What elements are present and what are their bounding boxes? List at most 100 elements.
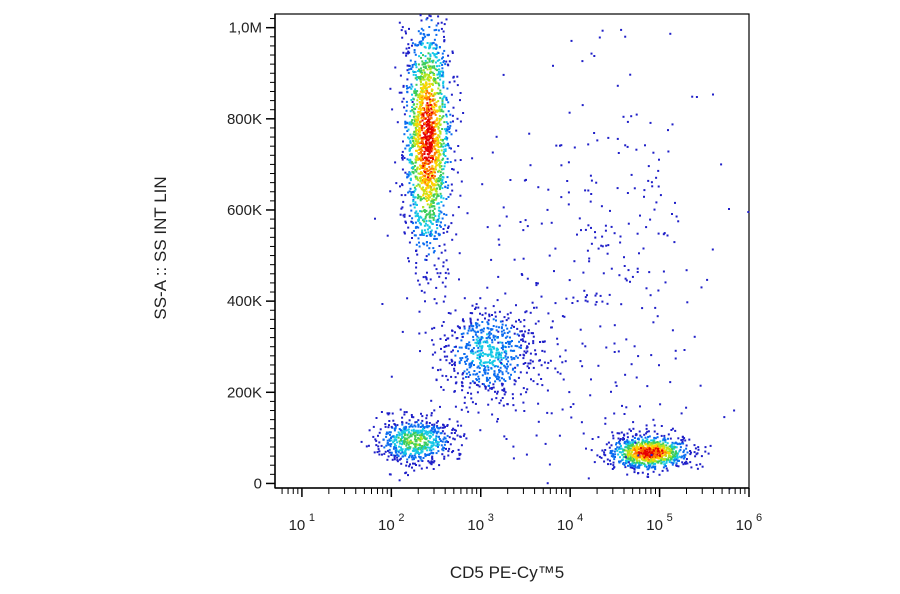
event-dot [484, 353, 487, 356]
x-tick-label: 10 [557, 517, 574, 534]
event-dot [409, 446, 412, 449]
event-dot [528, 132, 531, 135]
event-dot [414, 94, 417, 97]
event-dot [442, 151, 445, 154]
event-dot [502, 357, 505, 359]
event-dot [486, 354, 489, 357]
event-dot [444, 181, 447, 183]
event-dot [440, 70, 442, 73]
event-dot [602, 272, 605, 275]
event-dot [532, 366, 535, 369]
event-dot [419, 440, 422, 443]
event-dot [506, 313, 509, 316]
event-dot [428, 165, 431, 168]
event-dot [704, 450, 707, 453]
event-dot [644, 436, 647, 439]
event-dot [420, 69, 423, 72]
event-dot [462, 372, 465, 375]
event-dot [509, 340, 512, 343]
event-dot [501, 363, 504, 366]
event-dot [638, 252, 640, 255]
event-dot [442, 157, 445, 160]
event-dot [648, 466, 651, 469]
event-dot [536, 282, 539, 285]
event-dot [423, 189, 426, 192]
event-dot [497, 355, 500, 358]
event-dot [630, 458, 633, 460]
event-dot [655, 176, 658, 179]
event-dot [468, 371, 471, 374]
event-dot [639, 443, 642, 446]
event-dot [635, 453, 638, 455]
event-dot [393, 438, 396, 441]
event-dot [499, 320, 502, 323]
event-dot [428, 124, 431, 127]
event-dot [682, 442, 685, 445]
event-dot [483, 353, 486, 356]
event-dot [428, 181, 430, 184]
event-dot [489, 353, 492, 356]
event-dot [626, 436, 629, 439]
event-dot [646, 456, 649, 459]
event-dot [492, 364, 495, 367]
event-dot [441, 101, 444, 104]
event-dot [425, 104, 428, 107]
event-dot [653, 424, 656, 427]
event-dot [439, 337, 442, 340]
event-dot [650, 181, 653, 184]
event-dot [637, 355, 640, 358]
event-dot [418, 452, 421, 455]
event-dot [500, 356, 503, 359]
event-dot [488, 345, 490, 348]
event-dot [522, 340, 525, 343]
event-dot [507, 345, 510, 348]
event-dot [402, 200, 405, 203]
event-dot [410, 429, 413, 432]
event-dot [432, 106, 435, 109]
event-dot [620, 447, 623, 450]
event-dot [559, 355, 562, 358]
event-dot [431, 233, 434, 236]
event-dot [415, 184, 418, 187]
event-dot [661, 439, 664, 442]
event-dot [445, 121, 448, 124]
event-dot [411, 415, 413, 418]
event-dot [651, 185, 654, 188]
event-dot [412, 141, 415, 144]
event-dot [409, 439, 412, 442]
event-dot [420, 289, 423, 292]
event-dot [559, 144, 561, 147]
event-dot [421, 180, 424, 183]
event-dot [407, 174, 410, 177]
event-dot [502, 329, 505, 332]
event-dot [426, 96, 429, 99]
event-dot [522, 401, 525, 404]
event-dot [650, 454, 653, 456]
event-dot [433, 430, 436, 432]
event-dot [471, 401, 474, 404]
event-dot [462, 112, 465, 114]
event-dot [476, 325, 478, 328]
event-dot [633, 452, 636, 455]
event-dot [412, 183, 415, 186]
event-dot [590, 242, 593, 245]
event-dot [655, 201, 658, 204]
event-dot [495, 349, 498, 352]
event-dot [418, 283, 421, 286]
event-dot [649, 454, 652, 457]
event-dot [590, 52, 593, 55]
event-dot [438, 105, 441, 108]
event-dot [613, 324, 616, 327]
event-dot [627, 269, 630, 272]
event-dot [652, 418, 655, 421]
event-dot [657, 449, 660, 452]
event-dot [569, 406, 572, 408]
event-dot [420, 88, 423, 91]
event-dot [442, 388, 445, 391]
event-dot [439, 192, 442, 195]
event-dot [700, 455, 703, 458]
event-dot [419, 444, 421, 447]
event-dot [604, 417, 607, 420]
event-dot [522, 362, 525, 365]
event-dot [629, 464, 632, 467]
